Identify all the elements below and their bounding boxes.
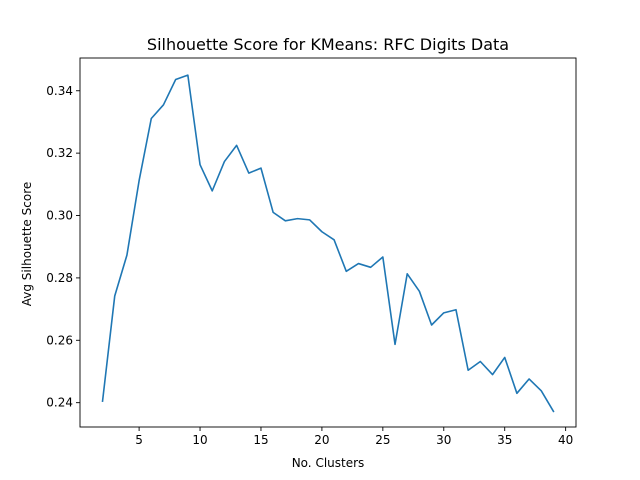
y-tick-label: 0.34 [46, 84, 73, 98]
y-tick-label: 0.26 [46, 333, 73, 347]
series-line [101, 74, 555, 413]
x-tick-label: 5 [135, 433, 143, 447]
x-tick-label: 35 [497, 433, 512, 447]
x-tick-label: 10 [192, 433, 207, 447]
x-axis-label: No. Clusters [292, 456, 365, 470]
chart-title: Silhouette Score for KMeans: RFC Digits … [147, 35, 509, 54]
plot-area [101, 74, 555, 413]
y-tick-label: 0.24 [46, 396, 73, 410]
axes: 5 10 15 20 25 30 35 40 0.24 0.26 0.28 0.30 0.32 0.34 [46, 57, 577, 447]
y-tick-label: 0.30 [46, 209, 73, 223]
x-tick-label: 25 [375, 433, 390, 447]
axes-frame [79, 57, 577, 428]
y-axis-label: Avg Silhouette Score [20, 182, 34, 306]
x-tick-label: 40 [558, 433, 573, 447]
x-tick-label: 20 [314, 433, 329, 447]
x-tick-label: 30 [436, 433, 451, 447]
x-tick-label: 15 [253, 433, 268, 447]
y-tick-label: 0.28 [46, 271, 73, 285]
y-tick-label: 0.32 [46, 146, 73, 160]
